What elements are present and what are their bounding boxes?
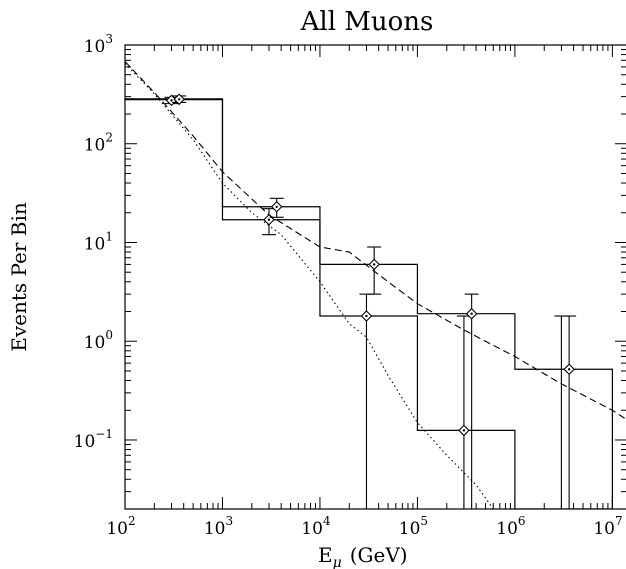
axis-tick-labels: 102 103 104 105 106 107 10−1 100 101 102 103	[74, 32, 623, 539]
data-point-center	[365, 314, 368, 318]
x-axis-label-sub: μ	[333, 555, 342, 569]
chart-title: All Muons	[300, 7, 434, 37]
y-tick-label: 100	[84, 328, 113, 353]
plot-area	[125, 61, 626, 509]
x-axis-label-main: E	[318, 543, 333, 567]
y-axis-label: Events Per Bin	[7, 202, 31, 352]
histogram-series-2	[125, 98, 613, 509]
x-tick-label: 106	[496, 514, 525, 539]
data-point-center	[178, 98, 181, 101]
data-point-center	[267, 218, 271, 221]
data-point-center	[170, 99, 173, 102]
curve-dashed	[125, 61, 626, 420]
y-tick-label: 101	[84, 229, 113, 254]
data-point-center	[470, 312, 473, 315]
y-tick-label: 102	[84, 131, 113, 156]
y-tick-label: 10−1	[74, 427, 113, 452]
x-tick-label: 102	[106, 514, 135, 539]
data-point-center	[462, 429, 466, 432]
data-point-center	[275, 205, 278, 208]
plot-frame	[124, 44, 626, 510]
x-axis-label-unit: (GeV)	[350, 543, 408, 567]
curve-dotted	[125, 63, 494, 509]
y-tick-label: 103	[84, 32, 113, 57]
histogram-series-1	[125, 98, 613, 509]
data-point-center	[567, 368, 571, 371]
data-point-center	[372, 263, 376, 266]
x-tick-label: 105	[399, 514, 428, 539]
x-axis-label: Eμ (GeV)	[318, 543, 408, 569]
x-tick-label: 107	[593, 514, 622, 539]
axis-ticks	[124, 44, 626, 510]
x-tick-label: 104	[301, 514, 331, 539]
x-tick-label: 103	[204, 514, 233, 539]
